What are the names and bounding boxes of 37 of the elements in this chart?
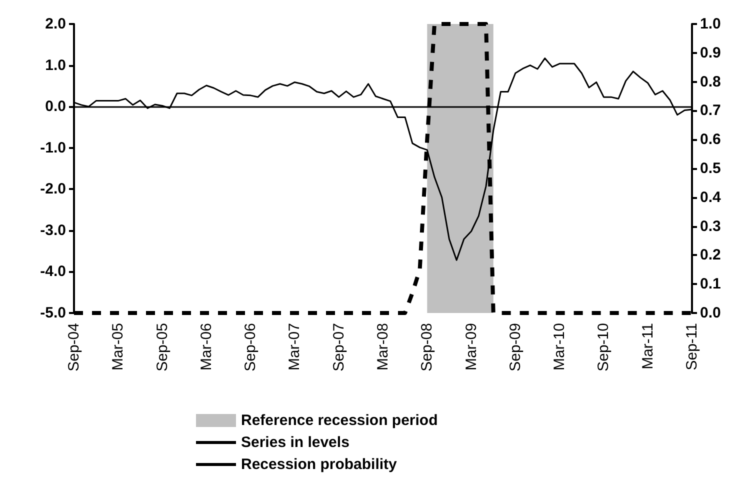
y2-tick-label: 0.5 [700,160,721,177]
y-tick-label: 2.0 [45,16,66,32]
x-tick-label: Mar-06 [198,323,215,371]
x-tick-label: Mar-09 [462,323,480,371]
x-tick-label: Mar-10 [551,323,568,371]
y2-tick-label: 0.2 [700,246,721,264]
y-tick-label: -1.0 [40,139,66,156]
y2-tick-label: 0.4 [700,188,722,206]
x-tick-label: Sep-08 [418,323,436,372]
y2-tick-label: 0.9 [700,44,721,62]
y2-tick-label: 0.7 [700,102,721,120]
legend-label: Reference recession period [241,412,438,429]
y2-tick-label: 1.0 [700,16,721,32]
x-tick-label: Sep-11 [684,323,700,370]
x-tick-label: Sep-04 [66,323,82,372]
y-tick-label: 1.0 [45,56,66,74]
x-tick-label: Mar-11 [639,323,656,370]
x-tick-label: Sep-09 [506,323,524,372]
x-tick-label: Mar-07 [286,323,304,371]
y-tick-label: -4.0 [40,263,66,280]
legend-label: Recession probability [241,456,398,473]
y2-tick-label: 0.8 [700,73,721,90]
y-tick-label: 0.0 [45,98,66,116]
x-tick-label: Mar-08 [374,323,392,371]
y2-tick-label: 0.3 [700,218,721,235]
x-tick-label: Sep-05 [154,323,171,372]
y-tick-label: -3.0 [40,222,66,239]
x-tick-label: Sep-10 [595,323,612,372]
x-tick-label: Mar-05 [110,323,127,371]
x-tick-label: Sep-06 [242,323,260,372]
legend-label: Series in levels [241,434,350,451]
y2-tick-label: 0.6 [700,131,721,148]
x-tick-label: Sep-07 [330,323,348,372]
y-tick-label: -5.0 [40,304,66,322]
y-tick-label: -2.0 [40,180,66,198]
y2-tick-label: 0.0 [700,304,721,322]
y2-tick-label: 0.1 [700,276,721,293]
